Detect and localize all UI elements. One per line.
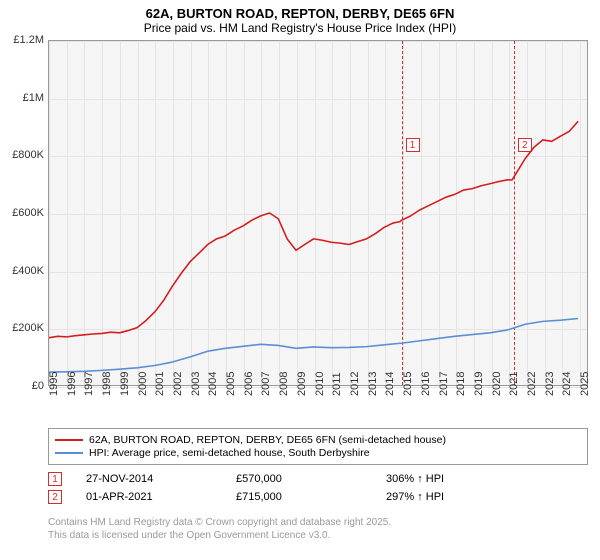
legend-swatch: [55, 452, 83, 454]
x-axis-label: 2013: [367, 372, 379, 396]
legend-item: 62A, BURTON ROAD, REPTON, DERBY, DE65 6F…: [55, 434, 581, 446]
x-axis-label: 2023: [544, 372, 556, 396]
footer: Contains HM Land Registry data © Crown c…: [48, 516, 588, 542]
x-axis-label: 1997: [83, 372, 95, 396]
legend-label: HPI: Average price, semi-detached house,…: [89, 447, 370, 459]
event-table: 1 27-NOV-2014 £570,000 306% ↑ HPI 2 01-A…: [48, 468, 588, 508]
y-axis-label: £1M: [23, 92, 44, 104]
series-line: [49, 121, 578, 337]
x-axis-label: 2019: [473, 372, 485, 396]
y-axis-label: £400K: [12, 265, 44, 277]
event-price: £715,000: [236, 491, 386, 503]
y-axis-label: £1.2M: [13, 34, 44, 46]
x-axis-label: 2022: [526, 372, 538, 396]
series-line: [49, 318, 578, 372]
y-axis-label: £600K: [12, 207, 44, 219]
x-axis-label: 2011: [331, 372, 343, 396]
x-axis-label: 2017: [438, 372, 450, 396]
y-axis-label: £200K: [12, 322, 44, 334]
x-axis-label: 2001: [154, 372, 166, 396]
x-axis-label: 2014: [384, 372, 396, 396]
x-axis-label: 1996: [66, 372, 78, 396]
x-axis-label: 2007: [260, 372, 272, 396]
event-hpi: 297% ↑ HPI: [386, 491, 536, 503]
x-axis-label: 1999: [119, 372, 131, 396]
x-axis-label: 2004: [207, 372, 219, 396]
chart: 12 £0£200K£400K£600K£800K£1M£1.2M 199519…: [0, 40, 600, 420]
event-row: 2 01-APR-2021 £715,000 297% ↑ HPI: [48, 490, 588, 504]
event-marker-badge: 1: [406, 138, 420, 152]
x-axis-label: 2010: [314, 372, 326, 396]
plot-area: 12: [48, 40, 588, 386]
legend-label: 62A, BURTON ROAD, REPTON, DERBY, DE65 6F…: [89, 434, 446, 446]
event-marker-line: [402, 41, 403, 385]
legend-swatch: [55, 439, 83, 441]
footer-line1: Contains HM Land Registry data © Crown c…: [48, 516, 588, 529]
x-axis-label: 2025: [579, 372, 591, 396]
chart-title-line2: Price paid vs. HM Land Registry's House …: [0, 21, 600, 35]
x-axis-label: 2016: [420, 372, 432, 396]
legend: 62A, BURTON ROAD, REPTON, DERBY, DE65 6F…: [48, 428, 588, 465]
event-badge: 1: [48, 472, 62, 486]
x-axis-label: 2000: [137, 372, 149, 396]
legend-item: HPI: Average price, semi-detached house,…: [55, 447, 581, 459]
event-date: 27-NOV-2014: [86, 473, 236, 485]
event-marker-line: [514, 41, 515, 385]
footer-line2: This data is licensed under the Open Gov…: [48, 529, 588, 542]
event-badge: 2: [48, 490, 62, 504]
x-axis-label: 2015: [402, 372, 414, 396]
y-axis-label: £0: [32, 380, 44, 392]
x-axis-label: 2006: [243, 372, 255, 396]
x-axis-label: 2021: [508, 372, 520, 396]
x-axis-label: 2012: [349, 372, 361, 396]
x-axis-label: 2005: [225, 372, 237, 396]
x-axis-label: 2003: [190, 372, 202, 396]
x-axis-label: 2008: [278, 372, 290, 396]
event-date: 01-APR-2021: [86, 491, 236, 503]
x-axis-label: 2024: [561, 372, 573, 396]
x-axis-label: 2018: [455, 372, 467, 396]
x-axis-label: 1995: [48, 372, 60, 396]
y-axis-label: £800K: [12, 149, 44, 161]
x-axis-label: 2009: [296, 372, 308, 396]
event-hpi: 306% ↑ HPI: [386, 473, 536, 485]
chart-title-line1: 62A, BURTON ROAD, REPTON, DERBY, DE65 6F…: [0, 6, 600, 21]
event-row: 1 27-NOV-2014 £570,000 306% ↑ HPI: [48, 472, 588, 486]
event-marker-badge: 2: [518, 138, 532, 152]
event-price: £570,000: [236, 473, 386, 485]
x-axis-label: 1998: [101, 372, 113, 396]
x-axis-label: 2020: [491, 372, 503, 396]
x-axis-label: 2002: [172, 372, 184, 396]
